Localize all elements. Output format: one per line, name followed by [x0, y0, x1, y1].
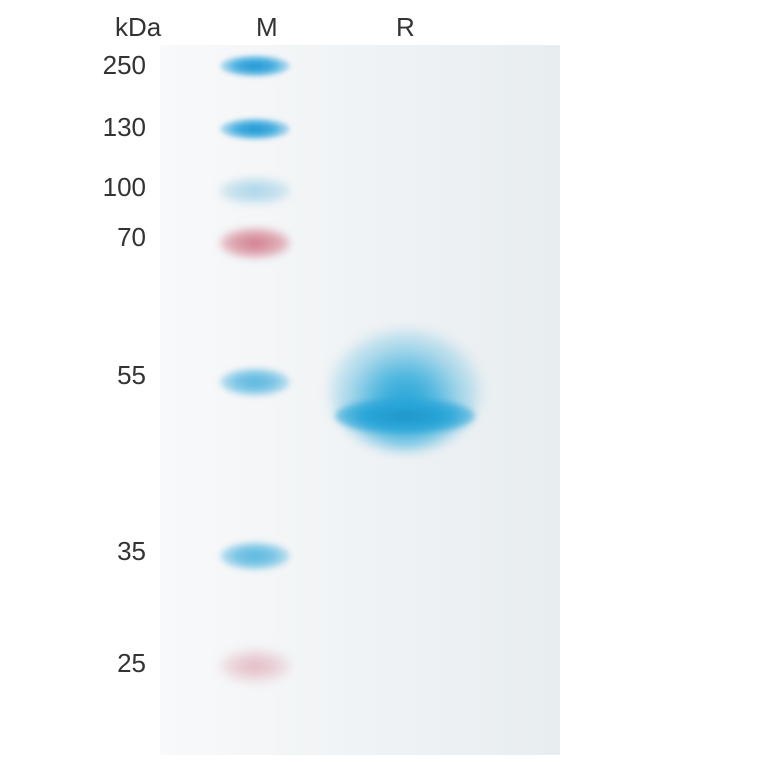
units-header: kDa: [115, 12, 161, 43]
marker-band-130: [220, 118, 290, 140]
marker-lane-header: M: [256, 12, 278, 43]
mw-label-100: 100: [76, 172, 146, 203]
marker-band-25: [220, 650, 290, 682]
marker-band-35: [220, 542, 290, 570]
marker-band-70: [220, 228, 290, 258]
marker-band-250: [220, 55, 290, 77]
mw-label-130: 130: [76, 112, 146, 143]
mw-label-35: 35: [76, 536, 146, 567]
marker-band-55: [220, 368, 290, 396]
mw-label-55: 55: [76, 360, 146, 391]
mw-label-25: 25: [76, 648, 146, 679]
marker-band-100: [220, 178, 290, 204]
mw-label-250: 250: [76, 50, 146, 81]
mw-label-70: 70: [76, 222, 146, 253]
sample-band-core: [335, 398, 475, 434]
sample-lane-header: R: [396, 12, 415, 43]
